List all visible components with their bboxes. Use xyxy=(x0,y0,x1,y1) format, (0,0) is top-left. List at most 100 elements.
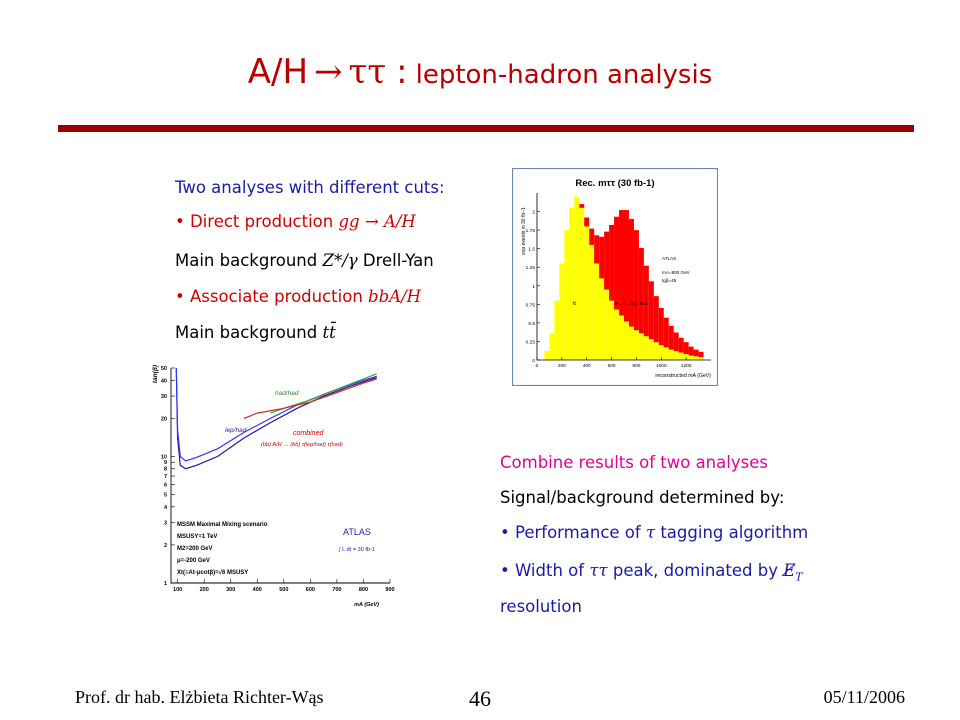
tt-background-bar xyxy=(653,342,659,360)
tt-background-bar xyxy=(693,356,699,360)
signal-bar xyxy=(683,342,689,355)
y-tick-label: 2 xyxy=(532,210,535,216)
signal-bar xyxy=(628,218,634,327)
tt-background-bar xyxy=(638,333,644,360)
signal-bar xyxy=(648,281,654,340)
right-line-4: • Width of ττ peak, dominated by E̸T xyxy=(500,561,803,583)
tt-background-bar xyxy=(619,315,624,360)
y-tick-label: 1 xyxy=(164,581,167,587)
line3-math: τ xyxy=(645,523,656,542)
signal-bar xyxy=(663,317,669,348)
tt-background-bar xyxy=(663,347,669,360)
footer-author: Prof. dr hab. Elżbieta Richter-Wąs xyxy=(75,687,324,707)
left-bullet-1: • Direct production gg → A/H xyxy=(175,212,416,231)
line4-sub: T xyxy=(795,570,803,584)
tt-background-bar xyxy=(604,289,610,360)
signal-bar xyxy=(668,325,674,350)
scenario-line: MSSM Maximal Mixing scenario xyxy=(177,522,268,528)
tt-background-bar xyxy=(658,345,664,360)
left-bullet-2: • Associate production bbA/H xyxy=(175,287,421,306)
tt-background-bar xyxy=(544,351,550,360)
tt-background-bar xyxy=(624,321,629,360)
tt-background-bar xyxy=(628,326,634,360)
x-tick-label: 900 xyxy=(385,587,394,593)
footer-date: 05/11/2006 xyxy=(823,687,905,707)
y-tick-label: 0 xyxy=(532,358,535,364)
tt-background-bar xyxy=(599,278,605,360)
x-tick-label: 100 xyxy=(173,587,182,593)
signal-bar xyxy=(698,351,704,358)
y-tick-label: 0.75 xyxy=(526,302,536,308)
x-tick-label: 1000 xyxy=(656,363,667,369)
signal-bar xyxy=(594,235,600,264)
y-tick-label: 4 xyxy=(164,505,168,511)
y-tick-label: 40 xyxy=(161,378,167,384)
lep-had-label: lep/had xyxy=(225,427,247,434)
x-tick-label: 500 xyxy=(279,587,288,593)
scenario-line: MSUSY=1 TeV xyxy=(177,534,217,540)
tt-background-bar xyxy=(698,357,704,360)
histogram-title: Rec. mττ (30 fb-1) xyxy=(575,178,654,189)
signal-bar xyxy=(579,204,585,208)
footer-page-number: 46 xyxy=(469,686,491,711)
signal-bar xyxy=(693,349,699,357)
atlas-label: ATLAS xyxy=(662,256,676,261)
tt-background-bar xyxy=(584,226,590,360)
left-background-1: Main background Z*/γ Drell-Yan xyxy=(175,251,434,270)
exclusion-frame xyxy=(147,362,397,615)
y-tick-label: 0.5 xyxy=(528,321,535,327)
signal-bar xyxy=(678,337,684,353)
line4-math2: E̸ xyxy=(783,561,796,580)
bullet2-prefix: • Associate production xyxy=(175,287,363,306)
y-tick-label: 1.75 xyxy=(526,228,536,234)
title-part2: ττ xyxy=(348,52,387,92)
y-tick-label: 9 xyxy=(164,460,167,466)
histogram-ylabel: exp events in 30 fb−1 xyxy=(521,207,527,255)
signal-bar xyxy=(609,224,615,301)
right-line-5: resolution xyxy=(500,597,582,616)
title-colon: : xyxy=(396,52,408,92)
signal-bar xyxy=(633,230,639,331)
y-tick-label: 8 xyxy=(164,467,167,473)
x-tick-label: 600 xyxy=(306,587,315,593)
line4-mid: peak, dominated by xyxy=(612,561,778,580)
bg1-math: Z*/γ xyxy=(322,251,358,270)
signal-bar xyxy=(589,228,595,245)
signal-bar xyxy=(619,210,624,316)
bullet1-prefix: • Direct production xyxy=(175,212,334,231)
y-tick-label: 1.25 xyxy=(526,265,536,271)
line4-prefix: • Width of xyxy=(500,561,585,580)
signal-bar xyxy=(584,217,590,227)
x-tick-label: 400 xyxy=(253,587,262,593)
x-tick-label: 200 xyxy=(200,587,209,593)
title-part3: lepton-hadron analysis xyxy=(415,60,713,90)
tt-background-bar xyxy=(643,336,649,360)
bullet1-math: gg → A/H xyxy=(338,212,416,231)
right-line-1: Combine results of two analyses xyxy=(500,453,768,472)
line3-prefix: • Performance of xyxy=(500,523,641,542)
tt-background-bar xyxy=(688,355,694,360)
y-tick-label: 1 xyxy=(532,284,535,290)
x-tick-label: 600 xyxy=(608,363,616,369)
signal-bar xyxy=(658,308,664,346)
signal-bar xyxy=(604,231,610,290)
tanbeta-label: tgβ=45 xyxy=(662,278,677,283)
tt-background-bar xyxy=(609,300,615,360)
line3-suffix: tagging algorithm xyxy=(660,523,809,542)
tt-background-bar xyxy=(648,339,654,360)
y-tick-label: 0.25 xyxy=(526,339,536,345)
tt-background-bar xyxy=(594,263,600,360)
y-tick-label: 2 xyxy=(164,543,167,549)
tt-background-bar xyxy=(633,330,639,360)
signal-bar xyxy=(624,210,629,322)
combined-label: combined xyxy=(293,430,324,437)
y-tick-label: 20 xyxy=(161,416,167,422)
y-tick-label: 10 xyxy=(161,454,167,460)
luminosity-label: ∫ L dt = 30 fb-1 xyxy=(338,547,375,553)
exclusion-ylabel: tan(β) xyxy=(152,365,159,383)
x-tick-label: 0 xyxy=(536,363,539,369)
y-tick-label: 50 xyxy=(161,366,167,372)
tt-background-bar xyxy=(564,230,570,360)
signal-bar xyxy=(673,332,679,352)
signal-bar xyxy=(653,296,659,343)
